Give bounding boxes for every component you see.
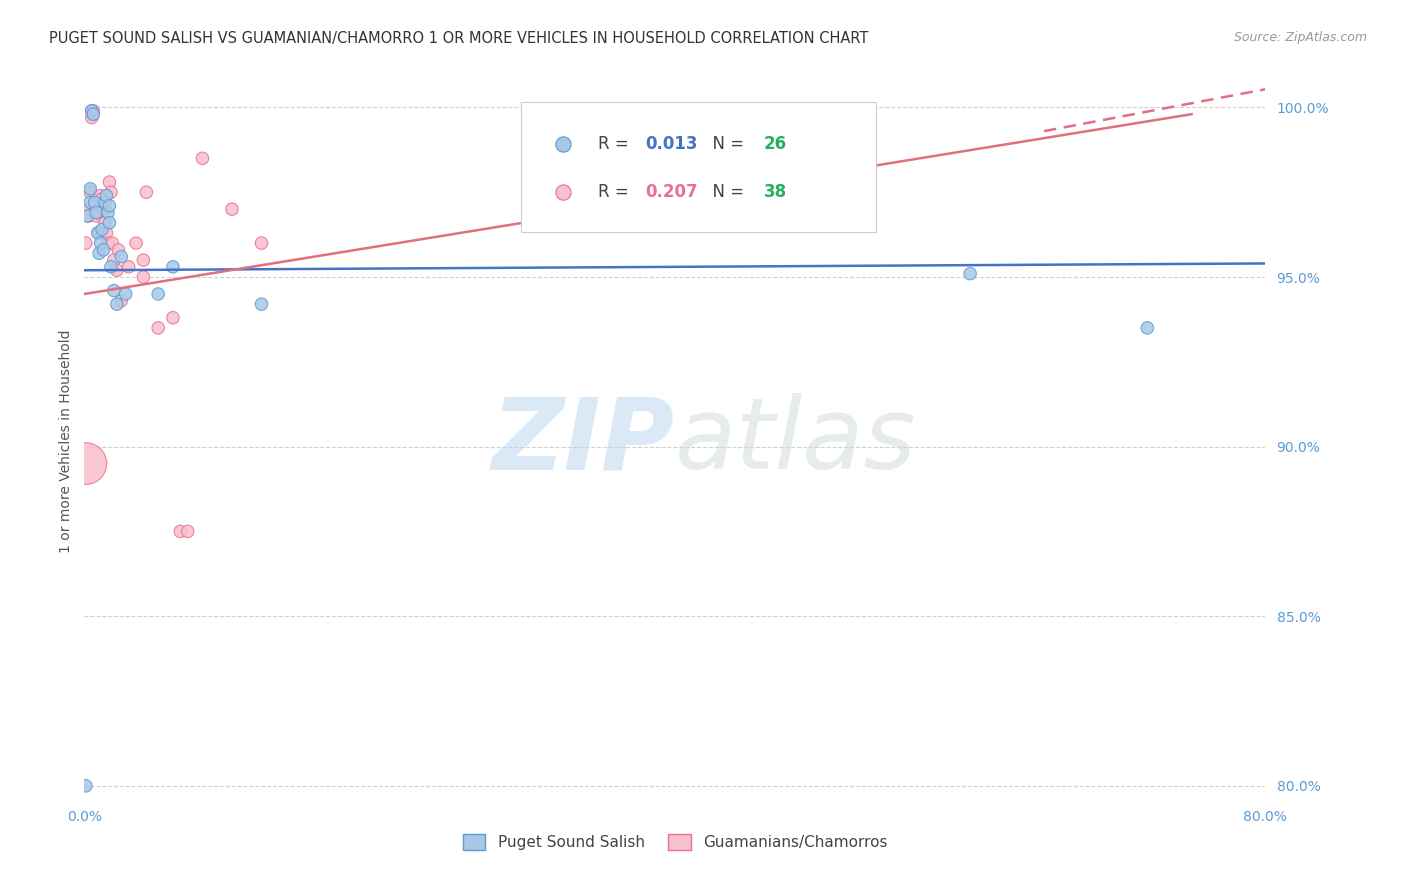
Point: [90, 236, 112, 251]
Text: N =: N =: [702, 135, 749, 153]
Point: [191, 151, 214, 165]
Point: [82, 103, 104, 118]
Text: R =: R =: [598, 135, 634, 153]
Text: 38: 38: [763, 184, 786, 202]
Point: [110, 250, 132, 264]
Point: [250, 297, 273, 311]
Point: [94, 216, 117, 230]
Text: R =: R =: [598, 184, 634, 202]
Point: [148, 321, 170, 335]
Point: [98, 175, 121, 189]
Point: [148, 287, 170, 301]
Point: [83, 195, 105, 210]
Point: [84, 209, 107, 223]
Point: [100, 185, 122, 199]
Point: [105, 297, 128, 311]
Point: [132, 270, 155, 285]
Point: [91, 222, 114, 236]
Y-axis label: 1 or more Vehicles in Household: 1 or more Vehicles in Household: [59, 330, 73, 553]
Text: N =: N =: [702, 184, 749, 202]
Point: [118, 260, 141, 274]
Point: [105, 263, 128, 277]
Point: [125, 236, 148, 251]
Point: [98, 216, 121, 230]
Point: [87, 246, 111, 260]
Point: [132, 253, 155, 268]
Point: [107, 243, 129, 257]
Text: Source: ZipAtlas.com: Source: ZipAtlas.com: [1233, 31, 1367, 45]
Text: ZIP: ZIP: [492, 393, 675, 490]
Point: [80, 103, 103, 118]
Point: [77, 209, 100, 223]
Point: [177, 524, 200, 539]
Point: [114, 287, 136, 301]
Legend: Puget Sound Salish, Guamanians/Chamorros: Puget Sound Salish, Guamanians/Chamorros: [457, 829, 893, 856]
Point: [250, 236, 273, 251]
Point: [75, 236, 97, 251]
Point: [101, 236, 124, 251]
Point: [76, 209, 98, 223]
Point: [959, 267, 981, 281]
Point: [1136, 321, 1159, 335]
Point: [83, 195, 105, 210]
Point: [79, 182, 101, 196]
Point: [91, 192, 114, 206]
Point: [97, 205, 120, 219]
Point: [84, 205, 107, 219]
Point: [86, 205, 108, 219]
Point: [96, 188, 118, 202]
Point: [97, 236, 120, 251]
Point: [80, 103, 103, 118]
Text: 0.013: 0.013: [645, 135, 697, 153]
Text: 26: 26: [763, 135, 786, 153]
Point: [96, 226, 118, 240]
Point: [103, 253, 125, 268]
Text: atlas: atlas: [675, 393, 917, 490]
Point: [79, 195, 101, 210]
Point: [80, 111, 103, 125]
Point: [90, 188, 112, 202]
Point: [162, 260, 184, 274]
Point: [100, 260, 122, 274]
Point: [98, 199, 121, 213]
Point: [79, 185, 101, 199]
Point: [93, 243, 115, 257]
Point: [93, 202, 115, 217]
Point: [169, 524, 191, 539]
FancyBboxPatch shape: [522, 102, 876, 232]
Point: [86, 226, 108, 240]
Point: [75, 779, 97, 793]
Point: [162, 310, 184, 325]
Point: [75, 457, 97, 471]
Point: [82, 107, 104, 121]
Point: [135, 185, 157, 199]
Point: [82, 107, 104, 121]
Point: [87, 226, 111, 240]
Point: [94, 195, 117, 210]
Point: [221, 202, 243, 217]
Point: [76, 202, 98, 217]
Text: PUGET SOUND SALISH VS GUAMANIAN/CHAMORRO 1 OR MORE VEHICLES IN HOUSEHOLD CORRELA: PUGET SOUND SALISH VS GUAMANIAN/CHAMORRO…: [49, 31, 869, 46]
Point: [110, 293, 132, 308]
Text: 0.207: 0.207: [645, 184, 697, 202]
Point: [103, 284, 125, 298]
